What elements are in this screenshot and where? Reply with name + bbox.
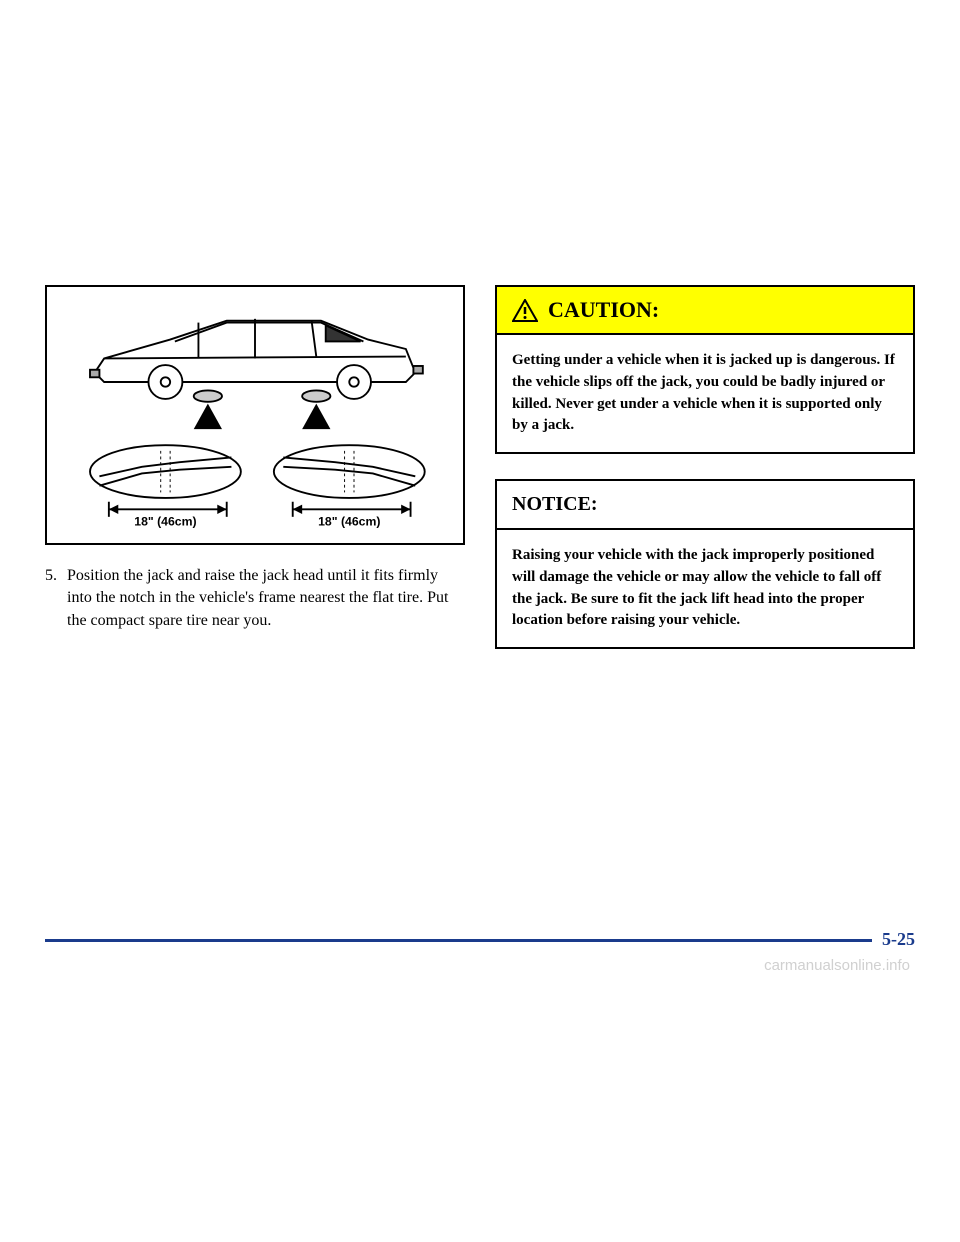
warning-triangle-icon	[512, 299, 538, 322]
watermark: carmanualsonline.info	[764, 957, 910, 974]
notice-body: Raising your vehicle with the jack impro…	[497, 530, 913, 647]
page-footer: 5-25	[45, 939, 915, 942]
step-text: Position the jack and raise the jack hea…	[67, 565, 465, 632]
instruction-step-5: 5. Position the jack and raise the jack …	[45, 565, 465, 632]
page-container: 18" (46cm) 18" (46cm) 5. Position the ja…	[0, 0, 960, 1242]
caution-title: CAUTION:	[548, 297, 659, 323]
car-diagram-svg: 18" (46cm) 18" (46cm)	[57, 297, 453, 533]
notice-box: NOTICE: Raising your vehicle with the ja…	[495, 479, 915, 649]
footer-line	[45, 939, 915, 942]
right-column: CAUTION: Getting under a vehicle when it…	[495, 285, 915, 649]
measurement-left-svg: 18" (46cm)	[134, 514, 196, 528]
step-number: 5.	[45, 565, 57, 632]
left-column: 18" (46cm) 18" (46cm) 5. Position the ja…	[45, 285, 465, 649]
caution-box: CAUTION: Getting under a vehicle when it…	[495, 285, 915, 454]
measurement-right-svg: 18" (46cm)	[318, 514, 380, 528]
page-number: 5-25	[872, 929, 915, 950]
caution-header: CAUTION:	[497, 287, 913, 335]
content-row: 18" (46cm) 18" (46cm) 5. Position the ja…	[0, 285, 960, 649]
caution-body: Getting under a vehicle when it is jacke…	[497, 335, 913, 452]
notice-title: NOTICE:	[497, 481, 913, 530]
jack-position-diagram: 18" (46cm) 18" (46cm)	[45, 285, 465, 545]
